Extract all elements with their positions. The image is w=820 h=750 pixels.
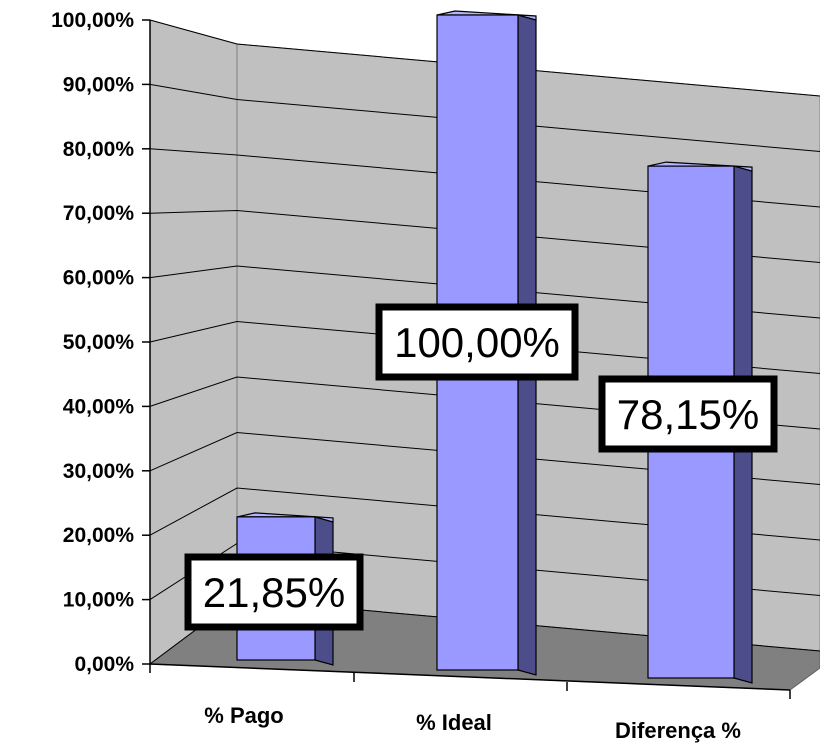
gridline [149, 148, 820, 208]
data-label-box [375, 303, 579, 381]
y-tick-label: 90,00% [63, 73, 135, 96]
data-label-box [184, 553, 364, 631]
data-label: 78,15% [617, 391, 759, 438]
y-tick-label: 70,00% [63, 202, 135, 225]
gridline [149, 209, 820, 263]
category-label: % Ideal [416, 710, 492, 735]
y-tick-label: 40,00% [63, 395, 135, 418]
data-label-box [598, 375, 778, 453]
y-tick-label: 20,00% [63, 524, 135, 547]
y-tick-label: 80,00% [63, 138, 135, 161]
y-tick-label: 30,00% [63, 460, 135, 483]
data-label: 21,85% [203, 569, 345, 616]
gridline [149, 19, 820, 97]
y-tick-label: 10,00% [63, 589, 135, 612]
gridline [149, 83, 820, 152]
data-label: 100,00% [394, 319, 560, 366]
y-tick-label: 100,00% [51, 9, 134, 32]
gridline [149, 431, 820, 485]
y-tick-label: 60,00% [63, 267, 135, 290]
category-label: % Pago [204, 703, 283, 728]
category-axis-line [149, 663, 791, 691]
y-tick-label: 0,00% [74, 653, 134, 676]
gridline [149, 487, 820, 541]
y-tick-label: 50,00% [63, 331, 135, 354]
gridline [149, 265, 820, 319]
gridline [149, 320, 820, 374]
category-label: Diferença % [615, 718, 741, 743]
